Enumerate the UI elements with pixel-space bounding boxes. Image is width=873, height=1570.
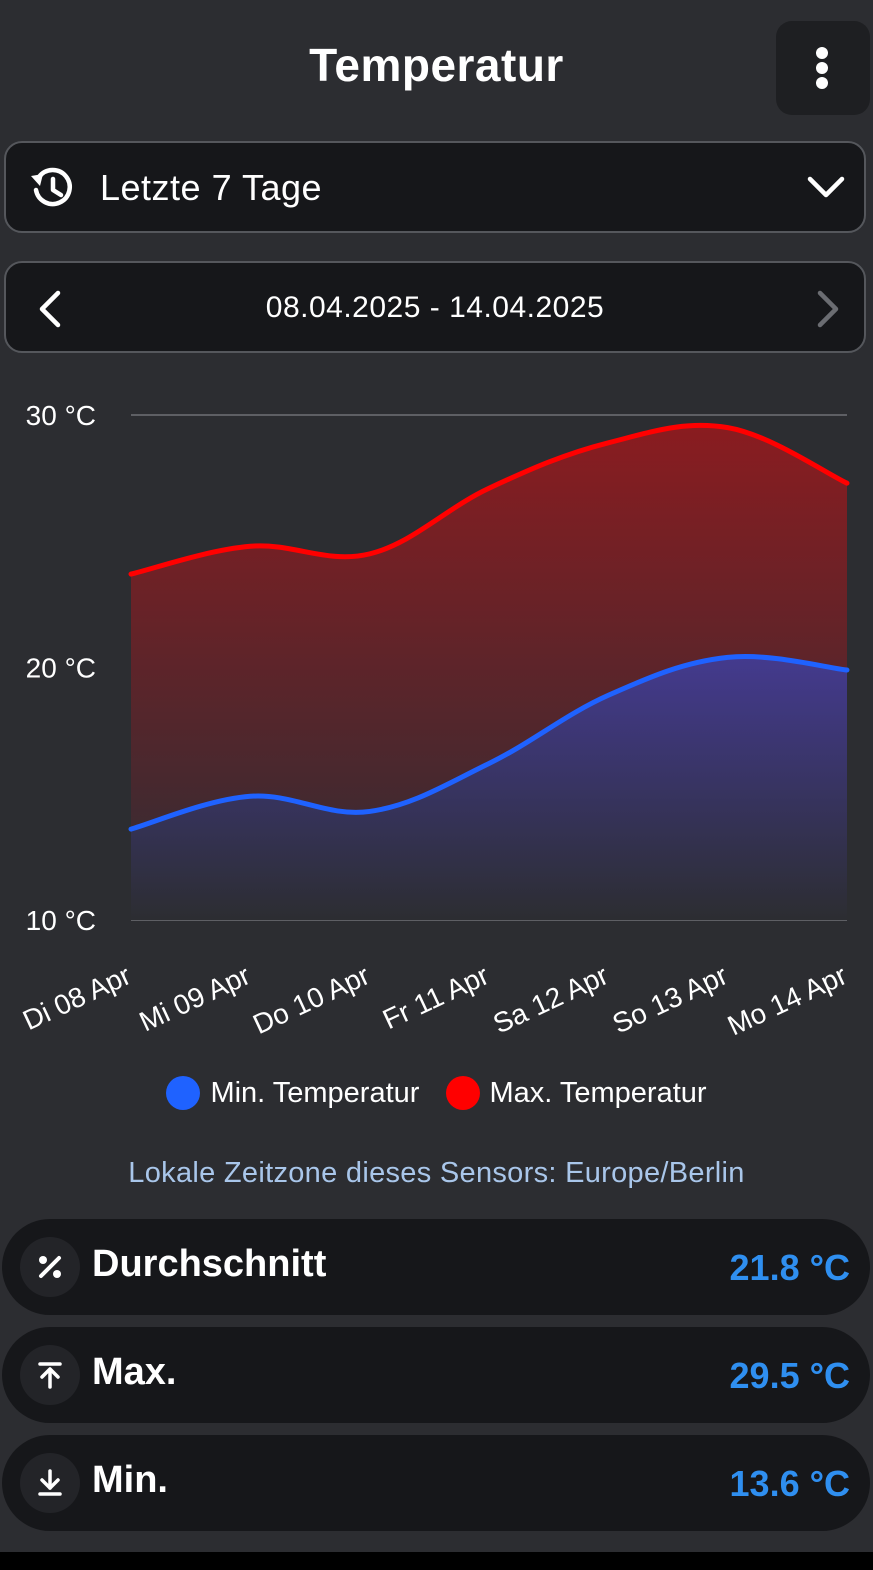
stat-max: Max. 29.5 °C <box>2 1327 870 1423</box>
time-range-label: Letzte 7 Tage <box>100 167 323 208</box>
legend-min-label: Min. Temperatur <box>210 1076 420 1109</box>
x-tick-label: Mo 14 Apr <box>723 959 852 1041</box>
legend-item-max[interactable]: Max. Temperatur <box>445 1076 707 1110</box>
stat-average-label: Durchschnitt <box>92 1243 327 1285</box>
more-vertical-icon-dot <box>816 77 828 89</box>
more-vertical-icon <box>816 47 828 59</box>
chart-legend: Min. Temperatur Max. Temperatur <box>0 1076 873 1120</box>
legend-min-swatch <box>166 1076 201 1110</box>
header: Temperatur <box>0 0 873 130</box>
more-vertical-icon-dot <box>816 62 828 74</box>
date-navigation: 08.04.2025 - 14.04.2025 <box>4 261 866 353</box>
download-icon <box>20 1453 80 1513</box>
stat-max-value: 29.5 °C <box>729 1355 850 1396</box>
stat-min: Min. 13.6 °C <box>2 1435 870 1531</box>
chevron-down-icon <box>806 173 846 208</box>
time-range-select[interactable]: Letzte 7 Tage <box>4 141 866 233</box>
y-tick-label: 20 °C <box>26 653 96 684</box>
x-tick-label: Sa 12 Apr <box>488 959 613 1039</box>
x-tick-label: Fr 11 Apr <box>378 959 494 1035</box>
legend-max-swatch <box>445 1076 480 1110</box>
area-min <box>131 656 847 920</box>
stat-min-label: Min. <box>92 1459 168 1501</box>
stat-min-value: 13.6 °C <box>729 1463 850 1504</box>
legend-item-min[interactable]: Min. Temperatur <box>166 1076 419 1110</box>
y-tick-label: 10 °C <box>26 905 96 936</box>
percent-icon <box>20 1237 80 1297</box>
x-tick-label: Di 08 Apr <box>18 959 135 1036</box>
system-nav-bar <box>0 1552 873 1570</box>
chevron-right-icon[interactable] <box>810 289 844 334</box>
history-icon <box>28 163 78 218</box>
more-menu-button[interactable] <box>776 21 870 115</box>
x-tick-label: Mi 09 Apr <box>135 959 255 1037</box>
x-tick-label: Do 10 Apr <box>248 959 374 1040</box>
date-range-text: 08.04.2025 - 14.04.2025 <box>265 291 605 324</box>
stat-average-value: 21.8 °C <box>729 1247 850 1288</box>
series-line-min <box>128 654 850 832</box>
timezone-note: Lokale Zeitzone dieses Sensors: Europe/B… <box>128 1157 745 1189</box>
x-tick-label: So 13 Apr <box>608 959 733 1039</box>
arrow-up-to-line-icon <box>20 1345 80 1405</box>
y-tick-label: 30 °C <box>26 400 96 431</box>
chevron-left-icon[interactable] <box>34 289 68 334</box>
page-title: Temperatur <box>309 39 564 91</box>
stat-max-label: Max. <box>92 1351 177 1393</box>
series-line-max <box>128 422 850 577</box>
stat-average: Durchschnitt 21.8 °C <box>2 1219 870 1315</box>
legend-max-label: Max. Temperatur <box>489 1076 707 1109</box>
